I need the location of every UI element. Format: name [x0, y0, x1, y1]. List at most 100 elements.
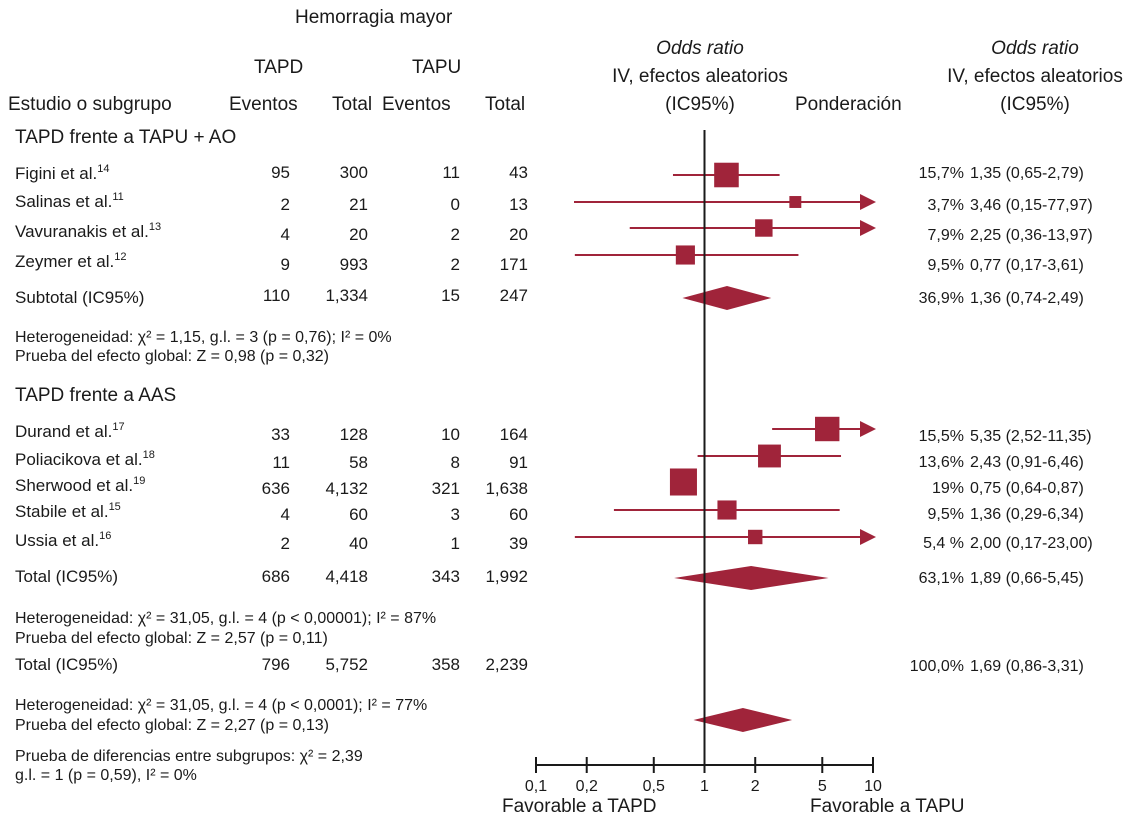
weight-column-header: Ponderación — [795, 94, 902, 115]
total2-column-header: Total — [485, 94, 526, 115]
events1-column-header: Eventos — [229, 94, 298, 115]
study-events1: 11 — [272, 453, 290, 472]
study-events2: 321 — [431, 479, 460, 498]
study-total1: 40 — [349, 534, 368, 553]
subtotal-total2: 1,992 — [485, 567, 528, 586]
study-or: 2,25 (0,36-13,97) — [970, 227, 1093, 244]
study-total2: 164 — [499, 425, 528, 444]
study-square — [789, 196, 802, 208]
study-name: Durand et al.17 — [15, 421, 125, 441]
study-or: 2,43 (0,91-6,46) — [970, 454, 1084, 471]
study-weight: 13,6% — [918, 454, 964, 471]
study-or: 0,77 (0,17-3,61) — [970, 257, 1084, 274]
subgroup-title: TAPD frente a AAS — [15, 385, 177, 406]
study-total1: 60 — [349, 505, 368, 524]
study-events2: 3 — [450, 505, 460, 524]
study-or: 0,75 (0,64-0,87) — [970, 480, 1084, 497]
favours-left-label: Favorable a TAPD — [502, 796, 657, 817]
x-tick-label: 2 — [751, 778, 760, 795]
ci-arrow — [860, 529, 876, 545]
subtotal-events1: 686 — [261, 567, 290, 586]
study-square — [755, 219, 773, 237]
subgroup-difference-df-text: g.l. = 1 (p = 0,59), I² = 0% — [15, 767, 197, 784]
study-name: Zeymer et al.12 — [15, 251, 127, 271]
study-total2: 60 — [509, 505, 528, 524]
subtotal-total1: 1,334 — [325, 286, 368, 305]
study-square — [714, 162, 739, 188]
plot-or-title: Odds ratio — [656, 38, 744, 59]
arm1-header: TAPD — [254, 57, 304, 78]
subtotal-events2: 15 — [441, 286, 460, 305]
study-weight: 9,5% — [927, 257, 964, 274]
study-events2: 2 — [450, 225, 460, 244]
study-or: 1,35 (0,65-2,79) — [970, 165, 1084, 182]
subtotal-label: Subtotal (IC95%) — [15, 288, 145, 307]
study-name: Stabile et al.15 — [15, 501, 121, 521]
pooled-diamond — [693, 708, 793, 732]
study-square — [815, 416, 840, 442]
study-total2: 39 — [509, 534, 528, 553]
study-events2: 2 — [450, 255, 460, 274]
study-events1: 636 — [261, 479, 290, 498]
or-column-title: Odds ratio — [991, 38, 1079, 59]
overall-effect-text: Prueba del efecto global: Z = 2,27 (p = … — [15, 717, 329, 734]
study-events2: 8 — [450, 453, 460, 472]
study-events2: 1 — [450, 534, 460, 553]
study-weight: 15,5% — [918, 428, 964, 445]
heterogeneity-text: Heterogeneidad: χ² = 1,15, g.l. = 3 (p =… — [15, 329, 392, 346]
study-square — [675, 245, 695, 265]
study-total1: 58 — [349, 453, 368, 472]
ci-arrow — [860, 220, 876, 236]
study-or: 3,46 (0,15-77,97) — [970, 197, 1093, 214]
overall-total1: 5,752 — [325, 655, 368, 674]
x-tick-label: 10 — [864, 778, 882, 795]
study-total2: 20 — [509, 225, 528, 244]
study-events2: 0 — [450, 195, 460, 214]
study-events1: 33 — [271, 425, 290, 444]
ci-arrow — [860, 421, 876, 437]
study-total2: 1,638 — [485, 479, 528, 498]
outcome-title: Hemorragia mayor — [295, 7, 453, 28]
study-name: Figini et al.14 — [15, 163, 110, 183]
x-tick-label: 1 — [700, 778, 709, 795]
study-or: 1,36 (0,29-6,34) — [970, 506, 1084, 523]
study-events2: 10 — [441, 425, 460, 444]
heterogeneity-text: Heterogeneidad: χ² = 31,05, g.l. = 4 (p … — [15, 610, 437, 627]
total1-column-header: Total — [332, 94, 373, 115]
study-square — [748, 529, 763, 545]
study-weight: 7,9% — [927, 227, 964, 244]
subtotal-or: 1,89 (0,66-5,45) — [970, 570, 1084, 587]
study-square — [669, 468, 697, 496]
overall-total-label: Total (IC95%) — [15, 655, 118, 674]
study-total1: 20 — [349, 225, 368, 244]
study-or: 2,00 (0,17-23,00) — [970, 535, 1093, 552]
study-weight: 9,5% — [927, 506, 964, 523]
subgroup-difference-text: Prueba de diferencias entre subgrupos: χ… — [15, 748, 363, 765]
study-square — [717, 500, 737, 520]
subtotal-events2: 343 — [431, 567, 460, 586]
x-tick-label: 0,1 — [525, 778, 547, 795]
study-events1: 95 — [271, 163, 290, 182]
study-or: 5,35 (2,52-11,35) — [970, 428, 1092, 445]
subtotal-total2: 247 — [499, 286, 528, 305]
study-total1: 21 — [349, 195, 368, 214]
study-name: Vavuranakis et al.13 — [15, 221, 162, 241]
study-total1: 300 — [339, 163, 368, 182]
overall-or: 1,69 (0,86-3,31) — [970, 658, 1084, 675]
study-total2: 171 — [499, 255, 528, 274]
or-column-ci: (IC95%) — [1000, 94, 1070, 115]
study-total1: 993 — [339, 255, 368, 274]
plot-or-ci: (IC95%) — [665, 94, 735, 115]
overall-total2: 2,239 — [485, 655, 528, 674]
subtotal-weight: 36,9% — [918, 290, 964, 307]
overall-effect-text: Prueba del efecto global: Z = 0,98 (p = … — [15, 348, 329, 365]
x-tick-label: 5 — [818, 778, 827, 795]
study-name: Salinas et al.11 — [15, 191, 124, 211]
study-column-header: Estudio o subgrupo — [8, 94, 172, 115]
subtotal-or: 1,36 (0,74-2,49) — [970, 290, 1084, 307]
or-column-method: IV, efectos aleatorios — [947, 66, 1123, 87]
study-events2: 11 — [442, 163, 460, 182]
overall-events2: 358 — [431, 655, 460, 674]
study-total2: 91 — [509, 453, 528, 472]
